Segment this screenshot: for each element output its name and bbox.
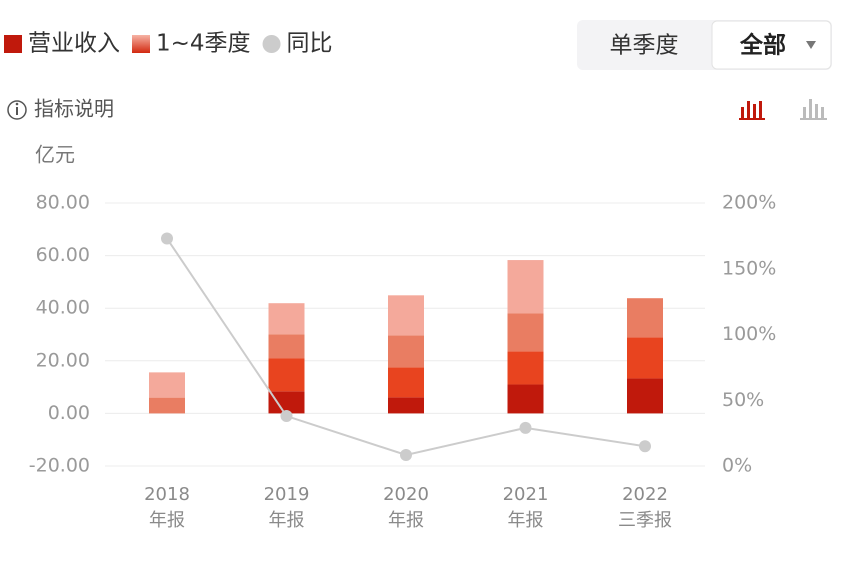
icon-bars-active[interactable] xyxy=(739,101,765,120)
bar-segment xyxy=(268,303,305,335)
y-tick-label: 20.00 xyxy=(36,349,90,371)
bar-segment xyxy=(627,337,663,379)
bar-segment xyxy=(627,298,663,338)
yoy-point xyxy=(400,448,412,461)
bar-segment xyxy=(507,351,544,385)
y2-tick-label: 200% xyxy=(722,192,776,214)
bar-segment xyxy=(388,335,424,368)
toggle-all[interactable]: 全部 xyxy=(739,32,786,59)
bar-segment xyxy=(507,384,544,414)
toggle-active[interactable] xyxy=(711,20,832,70)
icon-bars[interactable] xyxy=(800,99,827,120)
y-tick-label: 60.00 xyxy=(36,244,90,266)
x-tick-label: 2019 xyxy=(264,484,310,505)
bar-segment xyxy=(268,334,305,359)
bar-segment xyxy=(268,391,305,414)
y-tick-label: 40.00 xyxy=(36,297,90,319)
yoy-point xyxy=(161,232,173,245)
x-tick-label: 2021 xyxy=(503,484,549,505)
x-tick-sublabel: 三季报 xyxy=(618,510,672,531)
y-tick-label: 80.00 xyxy=(36,192,90,214)
x-tick-label: 2020 xyxy=(383,484,429,505)
yoy-point xyxy=(519,421,532,434)
x-tick-sublabel: 年报 xyxy=(149,510,185,531)
x-tick-label: 2022 xyxy=(622,484,668,505)
x-tick-sublabel: 年报 xyxy=(508,510,544,531)
y-tick-label: -20.00 xyxy=(29,455,90,477)
bar-segment xyxy=(507,260,544,314)
bar-segment xyxy=(149,397,185,414)
dropdown-arrow xyxy=(806,41,816,49)
yoy-point xyxy=(280,410,293,423)
bar-segment xyxy=(507,313,544,352)
x-tick-sublabel: 年报 xyxy=(388,510,424,531)
bar-segment xyxy=(627,378,663,414)
info-label[interactable]: 指标说明 xyxy=(34,97,114,121)
legend-label: 1~4季度 xyxy=(156,31,251,57)
y2-tick-label: 100% xyxy=(722,323,776,345)
legend-label: 营业收入 xyxy=(28,31,120,57)
legend-swatch xyxy=(4,35,22,53)
toggle-single[interactable]: 单季度 xyxy=(610,33,679,59)
bar-segment xyxy=(388,367,424,398)
bar-segment xyxy=(268,358,305,392)
legend-swatch xyxy=(132,35,150,53)
y2-tick-label: 150% xyxy=(722,257,776,279)
info-icon[interactable] xyxy=(7,100,27,120)
bar-segment xyxy=(388,397,424,414)
legend: 营业收入 1~4季度 同比 xyxy=(4,31,333,57)
x-tick-label: 2018 xyxy=(144,484,190,505)
bar-segment xyxy=(149,372,185,398)
legend-swatch xyxy=(262,35,281,53)
y2-tick-label: 0% xyxy=(722,455,752,477)
y2-tick-label: 50% xyxy=(722,389,764,411)
legend-label: 同比 xyxy=(287,31,333,57)
y-tick-label: 0.00 xyxy=(48,402,90,424)
y-unit: 亿元 xyxy=(35,143,75,167)
x-tick-sublabel: 年报 xyxy=(269,510,305,531)
yoy-point xyxy=(639,440,651,453)
info-icon-dot xyxy=(15,102,19,106)
bar-segment xyxy=(388,295,424,336)
